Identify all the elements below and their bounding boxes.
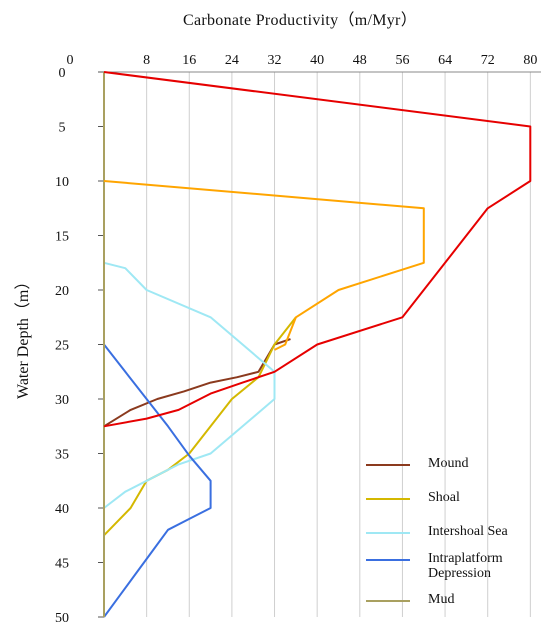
legend-item: Mud <box>366 592 454 607</box>
x-tick-label: 40 <box>310 53 324 68</box>
series-line <box>103 180 425 351</box>
y-tick-label: 35 <box>55 448 69 463</box>
x-tick-label: 8 <box>143 53 150 68</box>
y-tick-label: 20 <box>55 284 69 299</box>
series-line <box>103 316 297 536</box>
x-tick-label: 64 <box>438 53 452 68</box>
y-tick-label: 30 <box>55 393 69 408</box>
x-tick-label: 16 <box>182 53 196 68</box>
legend-label: Mound <box>428 456 469 471</box>
x-tick-label: 80 <box>523 53 537 68</box>
legend-item: Mound <box>366 456 468 471</box>
x-tick-label: 24 <box>225 53 239 68</box>
legend-label: Mud <box>428 592 455 607</box>
y-tick-label: 10 <box>55 175 69 190</box>
y-tick-label: 0 <box>59 66 66 81</box>
legend-swatch <box>366 464 410 466</box>
legend-swatch <box>366 600 410 602</box>
x-tick-label: 32 <box>268 53 282 68</box>
legend-item: Intershoal Sea <box>366 524 508 539</box>
legend-swatch <box>366 532 410 534</box>
legend-item: Intraplatform Depression <box>366 551 503 581</box>
x-axis-title: Carbonate Productivity（m/Myr） <box>182 12 417 29</box>
x-tick-label: 48 <box>353 53 367 68</box>
legend-label: Intershoal Sea <box>428 524 508 539</box>
x-tick-label: 0 <box>67 53 74 68</box>
y-tick-label: 50 <box>55 611 69 625</box>
y-tick-label: 45 <box>55 557 69 572</box>
x-tick-label: 56 <box>395 53 409 68</box>
legend-swatch <box>366 498 410 500</box>
x-tick-label: 72 <box>481 53 495 68</box>
legend-item: Shoal <box>366 490 460 505</box>
y-tick-label: 5 <box>59 121 66 136</box>
series-line <box>103 208 212 618</box>
legend-label: Intraplatform Depression <box>428 551 503 581</box>
y-tick-label: 15 <box>55 230 69 245</box>
y-tick-label: 40 <box>55 502 69 517</box>
series-line <box>103 71 532 428</box>
series-line <box>103 261 276 509</box>
legend-swatch <box>366 559 410 561</box>
legend-label: Shoal <box>428 490 460 505</box>
y-tick-label: 25 <box>55 339 69 354</box>
series-line <box>103 338 291 428</box>
